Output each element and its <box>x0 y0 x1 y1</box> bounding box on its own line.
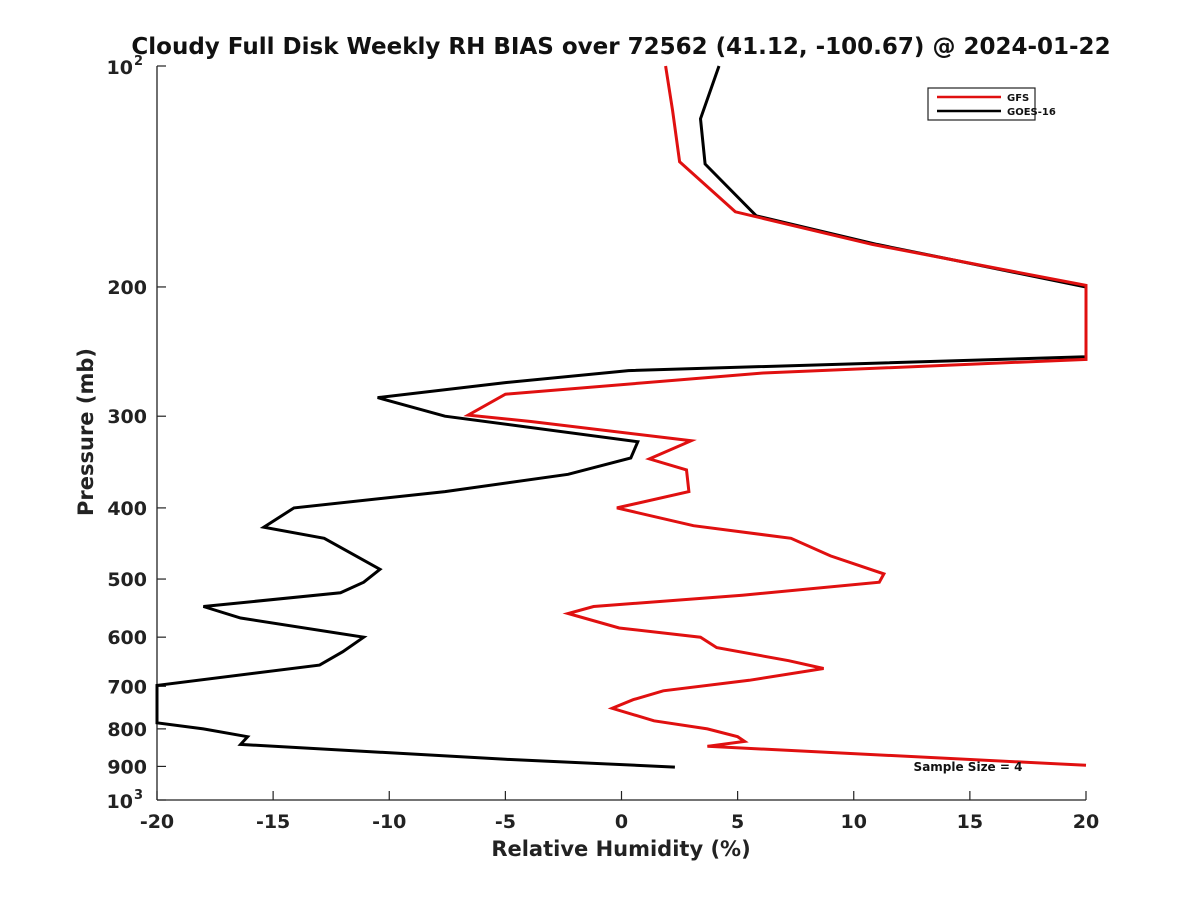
y-tick-label: 300 <box>107 406 147 428</box>
y-tick-exponent: 2 <box>134 54 143 69</box>
y-tick-label: 500 <box>107 569 147 591</box>
legend: GFS GOES-16 <box>927 87 1056 121</box>
x-tick-label: -20 <box>140 811 174 833</box>
series-line-gfs <box>463 65 1088 767</box>
x-tick-label: 10 <box>841 811 867 833</box>
x-tick-label: 15 <box>957 811 983 833</box>
y-tick-label: 700 <box>107 676 147 698</box>
y-tick-label: 10 <box>107 791 133 813</box>
x-tick-label: 20 <box>1073 811 1099 833</box>
legend-box <box>927 87 1036 121</box>
x-tick-label: -10 <box>372 811 406 833</box>
legend-label: GOES-16 <box>1007 107 1056 118</box>
chart-title: Cloudy Full Disk Weekly RH BIAS over 725… <box>131 34 1110 60</box>
x-tick-label: 0 <box>615 811 628 833</box>
legend-label: GFS <box>1007 93 1029 104</box>
y-tick-label: 400 <box>107 498 147 520</box>
x-tick-label: -15 <box>256 811 290 833</box>
sample-size-annotation: Sample Size = 4 <box>914 760 1023 774</box>
x-axis-ticks: -20 -15 -10 -5 0 5 10 15 20 <box>140 791 1099 833</box>
y-axis-label: Pressure (mb) <box>74 348 98 516</box>
y-tick-label: 200 <box>107 277 147 299</box>
y-tick-label: 10 <box>107 57 133 79</box>
series-line-goes-16 <box>155 65 1088 769</box>
y-tick-label: 600 <box>107 627 147 649</box>
y-tick-label: 800 <box>107 719 147 741</box>
y-tick-exponent: 3 <box>134 788 143 803</box>
y-tick-label: 900 <box>107 756 147 778</box>
x-axis-label: Relative Humidity (%) <box>491 837 750 861</box>
x-tick-label: -5 <box>495 811 516 833</box>
x-tick-label: 5 <box>731 811 744 833</box>
series-lines <box>155 65 1088 769</box>
